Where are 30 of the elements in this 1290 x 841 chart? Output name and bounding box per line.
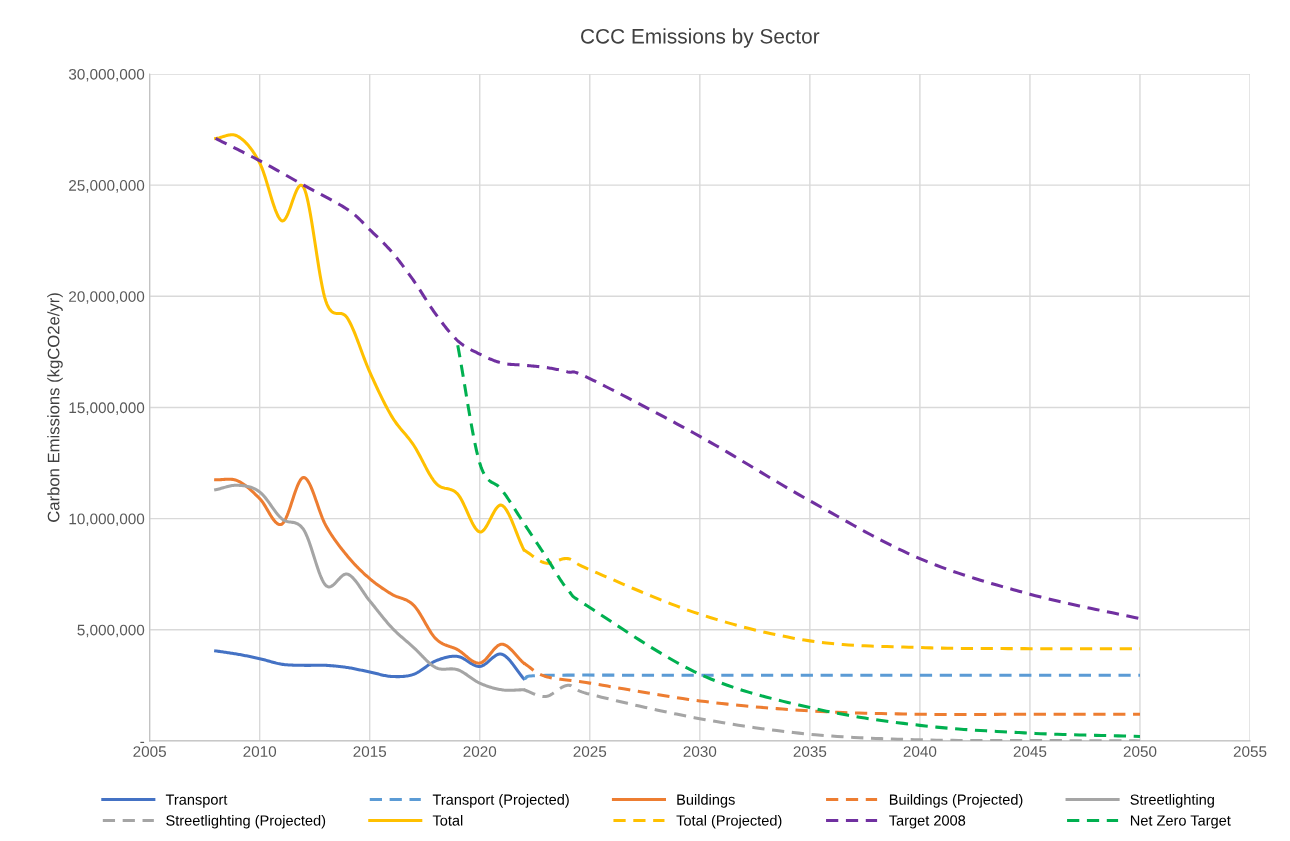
x-tick-label: 2030 xyxy=(683,746,717,757)
y-tick-label: 20,000,000 xyxy=(69,291,145,304)
y-tick-label: 10,000,000 xyxy=(69,513,145,527)
x-tick-label: 2050 xyxy=(1123,746,1157,757)
x-tick-label: 2025 xyxy=(573,746,607,757)
legend-label: Total xyxy=(432,814,463,826)
x-tick-label: 2055 xyxy=(1233,746,1267,757)
x-tick-label: 2010 xyxy=(243,746,277,757)
x-tick-label: 2005 xyxy=(133,746,166,757)
y-tick-label: 30,000,000 xyxy=(68,68,145,82)
y-tick-label: 15,000,000 xyxy=(69,402,145,415)
legend-label: Buildings xyxy=(677,794,735,808)
y-tick-label: - xyxy=(140,741,145,743)
y-tick-label: 5,000,000 xyxy=(77,624,145,638)
chart-title: CCC Emissions by Sector xyxy=(581,28,820,48)
x-tick-label: 2015 xyxy=(353,746,387,757)
legend-label: Buildings (Projected) xyxy=(889,794,1023,808)
legend-label: Streetlighting xyxy=(1130,794,1214,808)
x-tick-label: 2035 xyxy=(793,746,827,757)
legend-label: Streetlighting (Projected) xyxy=(166,814,326,829)
legend-label: Transport (Projected) xyxy=(432,794,569,808)
x-tick-label: 2045 xyxy=(1013,746,1047,757)
y-tick-label: 25,000,000 xyxy=(69,180,145,193)
x-tick-label: 2040 xyxy=(903,746,937,757)
y-axis-title: Carbon Emissions (kgCO2e/yr) xyxy=(47,293,63,522)
legend-label: Target 2008 xyxy=(889,815,966,829)
legend-label: Net Zero Target xyxy=(1130,815,1231,829)
legend-label: Total (Projected) xyxy=(676,814,782,829)
legend-label: Transport xyxy=(165,794,228,808)
x-tick-label: 2020 xyxy=(463,746,497,757)
